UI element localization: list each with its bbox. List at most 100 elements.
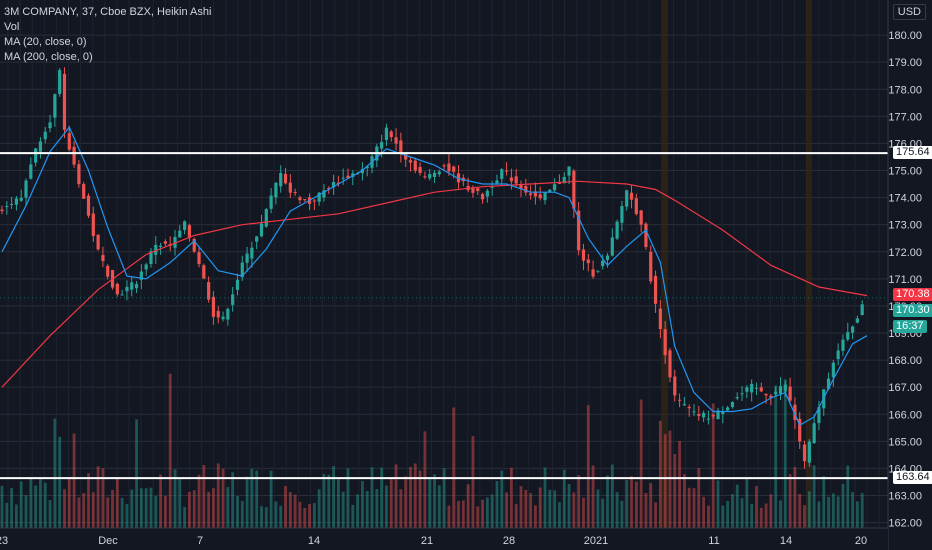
session-highlight <box>806 0 812 528</box>
volume-bar <box>793 466 797 528</box>
volume-bar <box>284 486 287 528</box>
candle-body <box>24 180 28 198</box>
candle-body <box>706 418 711 420</box>
volume-bar <box>87 473 90 528</box>
volume-bar <box>375 489 379 528</box>
volume-bar <box>745 478 749 528</box>
candle-body <box>615 221 619 239</box>
candle-body <box>269 195 273 209</box>
candle-body <box>38 141 43 152</box>
candle-body <box>288 182 292 193</box>
volume-bar <box>101 468 105 528</box>
candle-body <box>96 234 100 250</box>
y-tick-label: 165.00 <box>888 436 922 448</box>
volume-bar <box>327 474 331 528</box>
volume-bar <box>82 493 86 528</box>
volume-bar <box>63 489 66 528</box>
volume-bar <box>245 476 249 528</box>
bar-countdown-tag: 16:37 <box>893 319 927 333</box>
volume-bar <box>731 494 734 528</box>
candle-body <box>860 304 864 316</box>
candle-body <box>774 391 778 395</box>
candle-body <box>14 198 19 205</box>
candle-body <box>783 384 787 392</box>
candle-body <box>264 209 268 227</box>
candle-body <box>58 70 62 94</box>
candle-body <box>793 404 797 420</box>
candle-body <box>202 265 206 279</box>
candle-body <box>610 237 614 256</box>
candle-body <box>577 210 581 251</box>
candle-body <box>432 172 437 177</box>
candle-body <box>663 329 667 356</box>
volume-bar <box>577 475 581 528</box>
volume-bar <box>336 479 340 528</box>
hline-lower-price-tag: 163.64 <box>893 471 932 485</box>
volume-bar <box>851 492 854 528</box>
volume-bar <box>442 468 446 528</box>
candle-body <box>178 230 182 238</box>
volume-bar <box>5 502 9 528</box>
volume-bar <box>658 420 662 528</box>
volume-bar <box>505 492 508 528</box>
volume-bar <box>682 474 686 528</box>
candle-body <box>298 197 302 201</box>
candle-body <box>658 308 662 330</box>
candle-body <box>149 251 153 264</box>
candle-body <box>620 206 624 223</box>
volume-bar <box>803 505 806 528</box>
candle-body <box>721 411 725 414</box>
candle-body <box>250 247 254 259</box>
candle-body <box>677 399 682 401</box>
candle-body <box>399 140 403 154</box>
candle-body <box>471 188 475 193</box>
volume-bar <box>846 465 850 528</box>
volume-bar <box>48 500 52 528</box>
candle-body <box>524 186 528 193</box>
candle-body <box>303 199 307 201</box>
volume-bar <box>601 498 605 528</box>
volume-bar <box>43 482 47 528</box>
candle-body <box>653 275 658 304</box>
volume-bar <box>399 489 403 528</box>
volume-bar <box>519 486 523 528</box>
candle-body <box>91 213 95 236</box>
candle-body <box>365 166 369 169</box>
volume-bar <box>293 494 297 528</box>
volume-bar <box>269 470 273 528</box>
volume-bar <box>125 503 129 528</box>
volume-bar <box>216 463 220 528</box>
candle-body <box>836 350 840 360</box>
candle-body <box>82 184 86 199</box>
candle-body <box>101 255 105 261</box>
candle-body <box>226 308 230 320</box>
x-tick-label: 14 <box>780 535 792 547</box>
candle-body <box>702 412 706 418</box>
volume-bar <box>538 487 542 528</box>
candle-body <box>812 423 816 444</box>
candle-body <box>183 221 187 230</box>
candle-body <box>216 310 220 318</box>
volume-bar <box>139 488 143 528</box>
volume-bar <box>509 467 513 528</box>
candle-body <box>634 198 638 215</box>
currency-button[interactable]: USD <box>892 4 926 20</box>
volume-bar <box>322 473 326 528</box>
candle-body <box>384 127 389 141</box>
candle-body <box>154 244 158 255</box>
candle-body <box>259 223 264 237</box>
volume-bar <box>673 454 677 528</box>
candle-body <box>500 169 504 179</box>
candle-body <box>548 189 552 193</box>
volume-bar <box>365 491 369 528</box>
candle-body <box>418 166 422 173</box>
candle-body <box>346 175 350 179</box>
candle-body <box>423 176 427 178</box>
volume-bar <box>202 464 206 528</box>
volume-bar <box>91 492 95 528</box>
volume-bar <box>111 489 114 528</box>
volume-bar <box>702 496 706 528</box>
volume-bar <box>135 419 138 528</box>
